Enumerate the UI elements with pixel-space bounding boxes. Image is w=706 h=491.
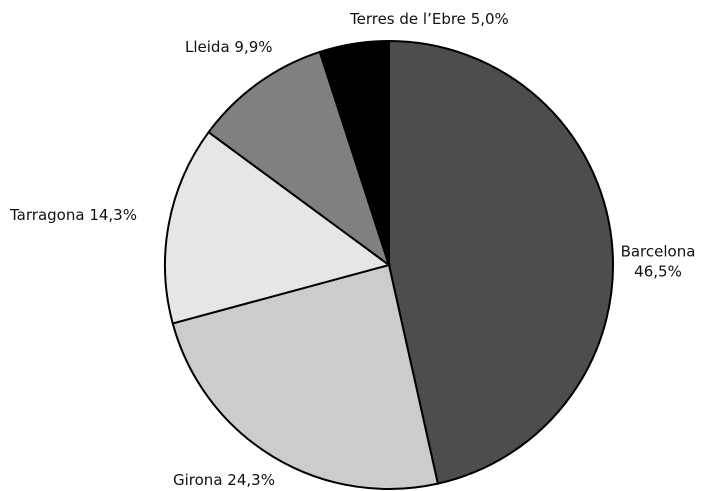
slice-label: Lleida 9,9% [185, 38, 273, 56]
slice-name: Lleida [185, 38, 230, 56]
slice-label: Barcelona [621, 243, 696, 261]
slice-value-label: 9,9% [234, 38, 272, 56]
slice-name: Girona [173, 471, 223, 489]
pie-slice [164, 130, 392, 325]
pie-slice [388, 39, 614, 485]
slice-label: Tarragona 14,3% [9, 206, 137, 224]
pie-slice [207, 50, 391, 268]
slice-value-label: 14,3% [89, 206, 137, 224]
slice-name: Tarragona [9, 206, 85, 224]
slice-label: Girona 24,3% [173, 471, 275, 489]
slice-label: Terres de l’Ebre 5,0% [349, 10, 509, 28]
slice-name: Terres de l’Ebre [349, 10, 466, 28]
slice-value-label: 46,5% [634, 263, 682, 281]
slice-value-label: 24,3% [227, 471, 275, 489]
pie-slice [318, 39, 390, 266]
slice-value-label: 5,0% [471, 10, 509, 28]
pie-slice [171, 263, 440, 490]
